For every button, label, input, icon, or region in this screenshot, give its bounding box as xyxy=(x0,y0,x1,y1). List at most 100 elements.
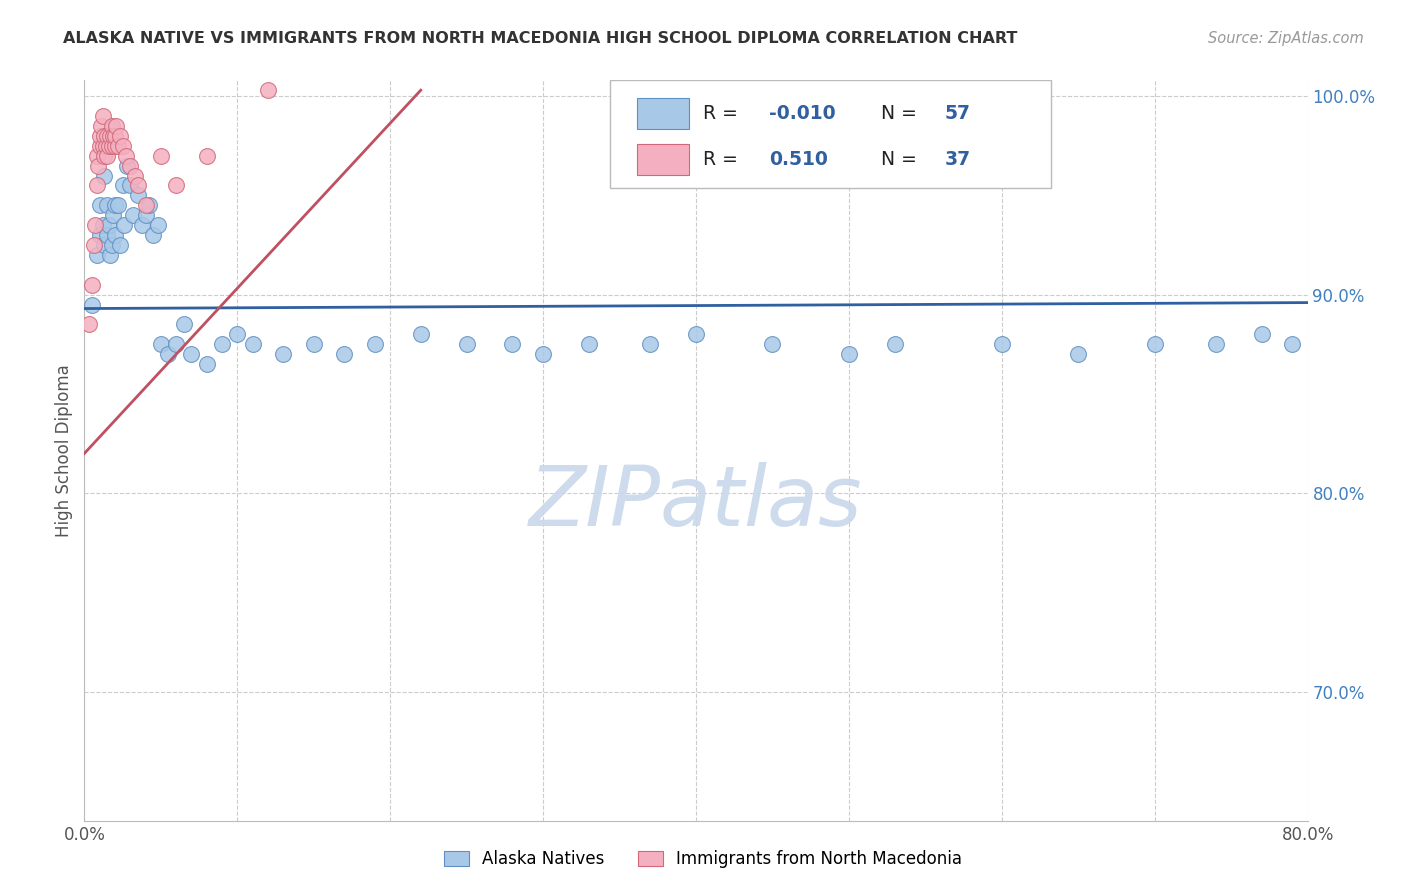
Point xyxy=(138,198,160,212)
Point xyxy=(103,208,125,222)
Point xyxy=(257,83,280,97)
Point xyxy=(114,149,136,163)
Point xyxy=(120,178,142,193)
Point xyxy=(93,169,115,183)
FancyBboxPatch shape xyxy=(610,80,1050,187)
Point xyxy=(93,149,115,163)
Point xyxy=(107,138,129,153)
Point xyxy=(104,228,127,243)
Point xyxy=(685,327,707,342)
Point xyxy=(80,277,103,292)
Point xyxy=(1143,337,1166,351)
Text: 57: 57 xyxy=(945,104,970,123)
Point xyxy=(456,337,478,351)
Point xyxy=(93,128,115,143)
Point xyxy=(638,337,661,351)
Point xyxy=(80,297,103,311)
Point xyxy=(91,109,114,123)
Point xyxy=(135,198,157,212)
Point xyxy=(120,159,142,173)
Point xyxy=(98,248,121,262)
Point xyxy=(98,128,121,143)
Point xyxy=(991,337,1014,351)
Text: 37: 37 xyxy=(945,151,970,169)
Point xyxy=(89,228,111,243)
Point xyxy=(87,159,110,173)
Point xyxy=(108,238,131,252)
Point xyxy=(89,138,111,153)
Point xyxy=(108,128,131,143)
Point xyxy=(1250,327,1272,342)
Legend: Alaska Natives, Immigrants from North Macedonia: Alaska Natives, Immigrants from North Ma… xyxy=(437,844,969,875)
Point xyxy=(93,238,115,252)
Point xyxy=(104,128,127,143)
Point xyxy=(333,347,356,361)
Point xyxy=(90,119,112,133)
Point xyxy=(96,198,118,212)
Point xyxy=(211,337,233,351)
Point xyxy=(104,198,127,212)
Point xyxy=(101,138,124,153)
Text: ZIPatlas: ZIPatlas xyxy=(529,462,863,543)
Point xyxy=(89,128,111,143)
Text: 0.510: 0.510 xyxy=(769,151,828,169)
Point xyxy=(142,228,165,243)
Text: R =: R = xyxy=(703,151,751,169)
Point xyxy=(97,138,120,153)
Point xyxy=(97,218,120,232)
Point xyxy=(111,178,134,193)
Point xyxy=(761,337,783,351)
Point xyxy=(165,178,187,193)
Point xyxy=(1281,337,1303,351)
Point xyxy=(226,327,249,342)
Point xyxy=(165,337,187,351)
Point xyxy=(157,347,180,361)
Point xyxy=(84,218,107,232)
Text: -0.010: -0.010 xyxy=(769,104,837,123)
Point xyxy=(122,208,145,222)
Point xyxy=(502,337,524,351)
Point xyxy=(111,138,134,153)
Point xyxy=(107,198,129,212)
Point xyxy=(101,238,124,252)
Point xyxy=(146,218,169,232)
Point xyxy=(77,318,100,332)
Text: N =: N = xyxy=(880,151,922,169)
Point xyxy=(1067,347,1090,361)
Point xyxy=(195,357,218,371)
Point xyxy=(91,218,114,232)
Point xyxy=(96,228,118,243)
Point xyxy=(838,347,860,361)
Point xyxy=(531,347,554,361)
Point xyxy=(96,149,118,163)
FancyBboxPatch shape xyxy=(637,145,689,176)
Point xyxy=(105,119,128,133)
Point xyxy=(180,347,202,361)
Point xyxy=(173,318,195,332)
Text: ALASKA NATIVE VS IMMIGRANTS FROM NORTH MACEDONIA HIGH SCHOOL DIPLOMA CORRELATION: ALASKA NATIVE VS IMMIGRANTS FROM NORTH M… xyxy=(63,31,1018,46)
Point xyxy=(104,138,127,153)
Text: R =: R = xyxy=(703,104,744,123)
Point xyxy=(131,218,153,232)
Point xyxy=(1205,337,1227,351)
Point xyxy=(135,208,157,222)
Point xyxy=(195,149,218,163)
Point xyxy=(115,159,138,173)
Point xyxy=(883,337,905,351)
Text: N =: N = xyxy=(880,104,922,123)
Point xyxy=(86,149,108,163)
Point xyxy=(91,138,114,153)
Point xyxy=(127,188,149,202)
Point xyxy=(103,128,125,143)
Point xyxy=(94,138,117,153)
Point xyxy=(86,248,108,262)
Point xyxy=(101,119,124,133)
Point xyxy=(242,337,264,351)
Point xyxy=(271,347,294,361)
Point xyxy=(302,337,325,351)
Point xyxy=(149,337,172,351)
Point xyxy=(364,337,387,351)
Point xyxy=(124,169,146,183)
Point xyxy=(86,178,108,193)
Point xyxy=(149,149,172,163)
